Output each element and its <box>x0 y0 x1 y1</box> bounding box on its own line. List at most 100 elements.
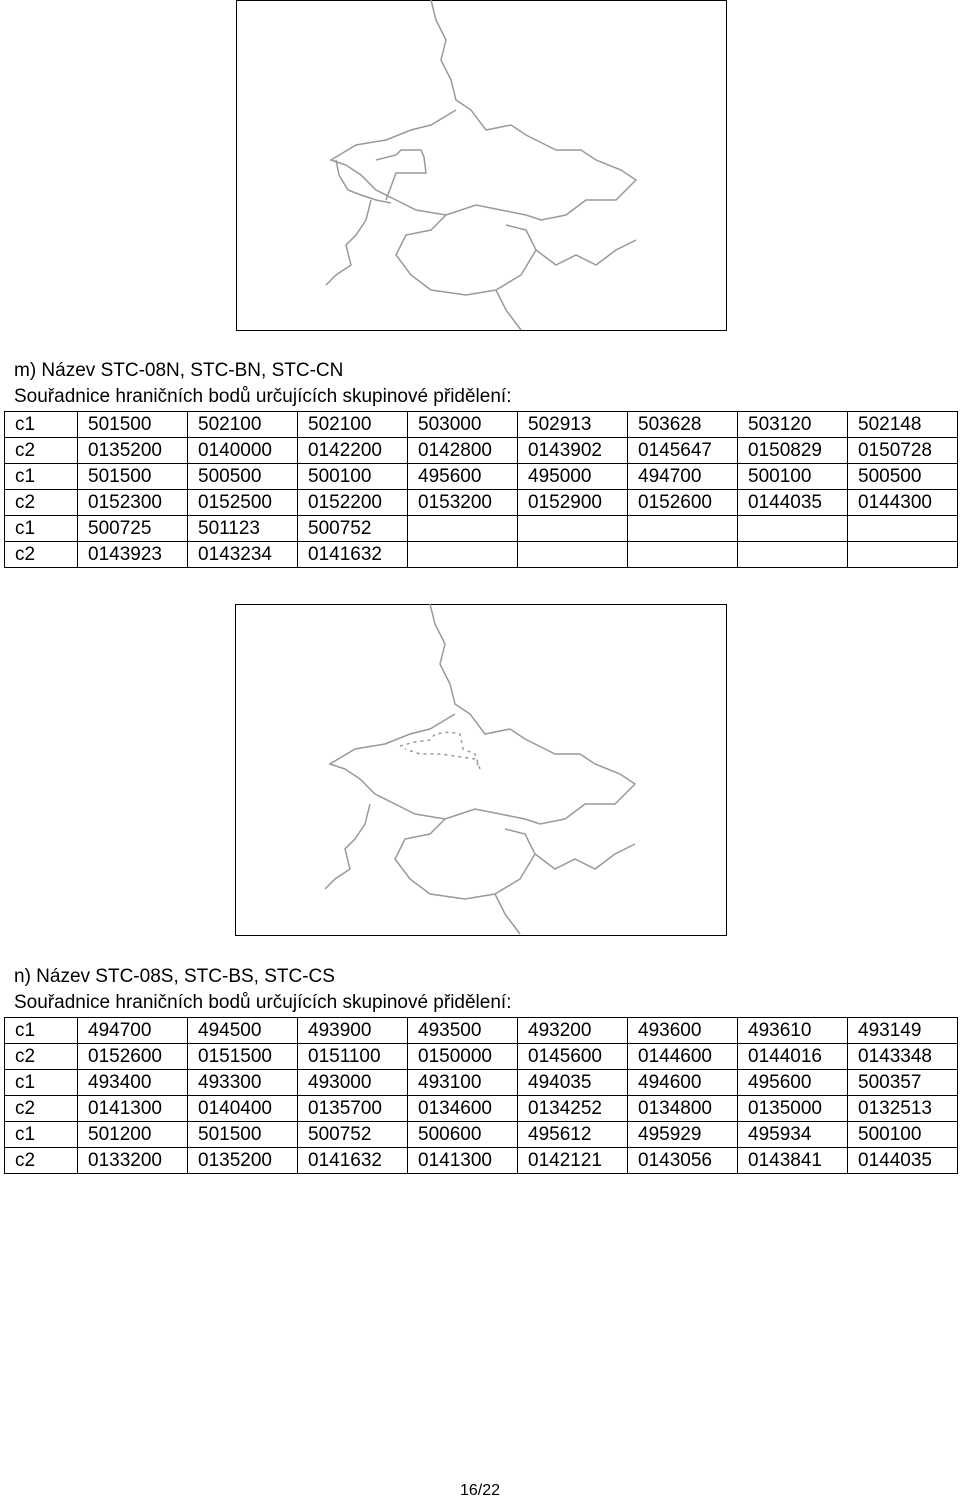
table-cell <box>407 541 518 568</box>
table-cell: 501500 <box>187 1121 298 1148</box>
table-cell: 0143841 <box>737 1147 848 1174</box>
table-cell: 493149 <box>847 1017 958 1044</box>
table-cell: c1 <box>4 1069 78 1096</box>
table-cell: 0153200 <box>407 489 518 516</box>
table-cell: 500100 <box>297 463 408 490</box>
table-row: c2 0141300 0140400 0135700 0134600 0134252 013… <box>4 1095 958 1122</box>
table-cell: 0143348 <box>847 1043 958 1070</box>
table-cell: 0134800 <box>627 1095 738 1122</box>
table-cell: 0135700 <box>297 1095 408 1122</box>
table-cell: 0143056 <box>627 1147 738 1174</box>
table-row: c1 493400 493300 493000 493100 494035 494600 49… <box>4 1069 958 1096</box>
table-cell: 0145647 <box>627 437 738 464</box>
table-cell: 0140000 <box>187 437 298 464</box>
table-cell: 0141632 <box>297 1147 408 1174</box>
table-cell <box>737 515 848 542</box>
table-cell: 495612 <box>517 1121 628 1148</box>
table-cell: 502913 <box>517 411 628 438</box>
table-cell: 493500 <box>407 1017 518 1044</box>
table-cell: 494035 <box>517 1069 628 1096</box>
table-cell: c2 <box>4 437 78 464</box>
table-cell <box>517 515 628 542</box>
table-cell: 502100 <box>297 411 408 438</box>
table-row: c2 0135200 0140000 0142200 0142800 0143902 014… <box>4 437 958 464</box>
table-cell: 495000 <box>517 463 628 490</box>
table-cell: 500500 <box>187 463 298 490</box>
table-cell: 0143234 <box>187 541 298 568</box>
section-subheading: Souřadnice hraničních bodů určujících sk… <box>14 386 512 407</box>
table-cell: 500500 <box>847 463 958 490</box>
table-cell: 501500 <box>77 411 188 438</box>
table-cell: 0135200 <box>77 437 188 464</box>
table-cell: 495600 <box>737 1069 848 1096</box>
table-cell: 502148 <box>847 411 958 438</box>
table-cell: c2 <box>4 1095 78 1122</box>
table-row: c2 0152600 0151500 0151100 0150000 0145600 014… <box>4 1043 958 1070</box>
table-cell: 0143902 <box>517 437 628 464</box>
table-cell: 493200 <box>517 1017 628 1044</box>
table-cell <box>517 541 628 568</box>
table-cell: 501123 <box>187 515 298 542</box>
table-cell: 0152500 <box>187 489 298 516</box>
table-cell <box>627 541 738 568</box>
table-cell: 0144300 <box>847 489 958 516</box>
table-cell: 500600 <box>407 1121 518 1148</box>
table-cell: 0134252 <box>517 1095 628 1122</box>
table-row: c1 494700 494500 493900 493500 493200 493600 49… <box>4 1017 958 1044</box>
page-number: 16/22 <box>459 1482 501 1499</box>
table-cell: 0144035 <box>737 489 848 516</box>
table-cell: 0135200 <box>187 1147 298 1174</box>
table-cell: 493300 <box>187 1069 298 1096</box>
table-cell: 0142121 <box>517 1147 628 1174</box>
table-cell: c1 <box>4 515 78 542</box>
table-row: c2 0152300 0152500 0152200 0153200 0152900 015… <box>4 489 958 516</box>
table-cell: 495929 <box>627 1121 738 1148</box>
table-cell: c2 <box>4 1147 78 1174</box>
table-cell: 0152200 <box>297 489 408 516</box>
table-cell: 0141300 <box>407 1147 518 1174</box>
table-cell: 0152600 <box>77 1043 188 1070</box>
coordinate-table: c1 494700 494500 493900 493500 493200 493600 49… <box>4 1017 958 1174</box>
table-cell: 493900 <box>297 1017 408 1044</box>
table-cell: 0152900 <box>517 489 628 516</box>
table-cell: 0144016 <box>737 1043 848 1070</box>
table-cell: c1 <box>4 1121 78 1148</box>
table-cell: 0152600 <box>627 489 738 516</box>
table-cell: 503628 <box>627 411 738 438</box>
table-cell: 0140400 <box>187 1095 298 1122</box>
table-cell: c1 <box>4 463 78 490</box>
table-cell <box>407 515 518 542</box>
table-cell: 493000 <box>297 1069 408 1096</box>
table-cell <box>847 515 958 542</box>
table-cell <box>627 515 738 542</box>
table-row: c1 500725 501123 500752 <box>4 515 958 542</box>
table-cell: 0142800 <box>407 437 518 464</box>
section-subheading: Souřadnice hraničních bodů určujících sk… <box>14 992 512 1013</box>
table-cell: c2 <box>4 541 78 568</box>
table-cell: 500100 <box>847 1121 958 1148</box>
table-cell: 0141632 <box>297 541 408 568</box>
table-cell: 0144035 <box>847 1147 958 1174</box>
table-cell <box>737 541 848 568</box>
table-cell: 493610 <box>737 1017 848 1044</box>
table-cell: 494700 <box>77 1017 188 1044</box>
table-cell <box>847 541 958 568</box>
table-cell: 500752 <box>297 515 408 542</box>
table-cell: c1 <box>4 411 78 438</box>
table-cell: 0144600 <box>627 1043 738 1070</box>
table-cell: 0134600 <box>407 1095 518 1122</box>
table-cell: 495600 <box>407 463 518 490</box>
table-cell: 0151100 <box>297 1043 408 1070</box>
table-cell: 500725 <box>77 515 188 542</box>
table-cell: 500357 <box>847 1069 958 1096</box>
table-cell: 501500 <box>77 463 188 490</box>
table-cell: c2 <box>4 489 78 516</box>
table-cell: 0133200 <box>77 1147 188 1174</box>
table-cell: 0150728 <box>847 437 958 464</box>
table-cell: 503000 <box>407 411 518 438</box>
table-cell: c2 <box>4 1043 78 1070</box>
table-cell: 0141300 <box>77 1095 188 1122</box>
table-cell: c1 <box>4 1017 78 1044</box>
table-cell: 0151500 <box>187 1043 298 1070</box>
